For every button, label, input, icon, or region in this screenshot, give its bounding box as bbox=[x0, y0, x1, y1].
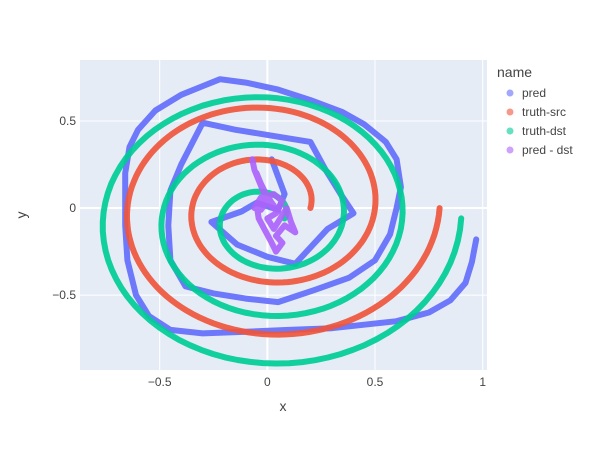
series-truth-dst bbox=[99, 94, 465, 367]
x-tick-label: 0.5 bbox=[367, 375, 384, 389]
legend-marker bbox=[506, 89, 514, 97]
y-tick-label: 0.5 bbox=[59, 114, 76, 128]
series-pred-dst bbox=[249, 156, 299, 255]
legend-label: pred bbox=[522, 86, 546, 100]
series-layer bbox=[99, 76, 480, 367]
series-truth-src bbox=[124, 104, 443, 338]
y-tick-label: 0 bbox=[69, 201, 76, 215]
legend-label: pred - dst bbox=[522, 143, 573, 157]
legend-marker bbox=[506, 146, 514, 154]
x-tick-label: 0 bbox=[264, 375, 271, 389]
legend-title: name bbox=[497, 64, 532, 80]
legend-label: truth-src bbox=[522, 105, 566, 119]
legend-marker bbox=[506, 108, 514, 116]
x-axis-ticks: −0.5 0 0.5 1 bbox=[148, 375, 487, 389]
legend-label: truth-dst bbox=[522, 124, 567, 138]
x-axis-title: x bbox=[280, 398, 287, 414]
legend: pred truth-src truth-dst pred - dst bbox=[506, 86, 573, 157]
y-tick-label: −0.5 bbox=[52, 288, 76, 302]
x-tick-label: 1 bbox=[479, 375, 486, 389]
legend-marker bbox=[506, 127, 514, 135]
x-tick-label: −0.5 bbox=[148, 375, 172, 389]
y-axis-title: y bbox=[13, 212, 29, 219]
y-axis-ticks: −0.5 0 0.5 bbox=[52, 114, 76, 302]
